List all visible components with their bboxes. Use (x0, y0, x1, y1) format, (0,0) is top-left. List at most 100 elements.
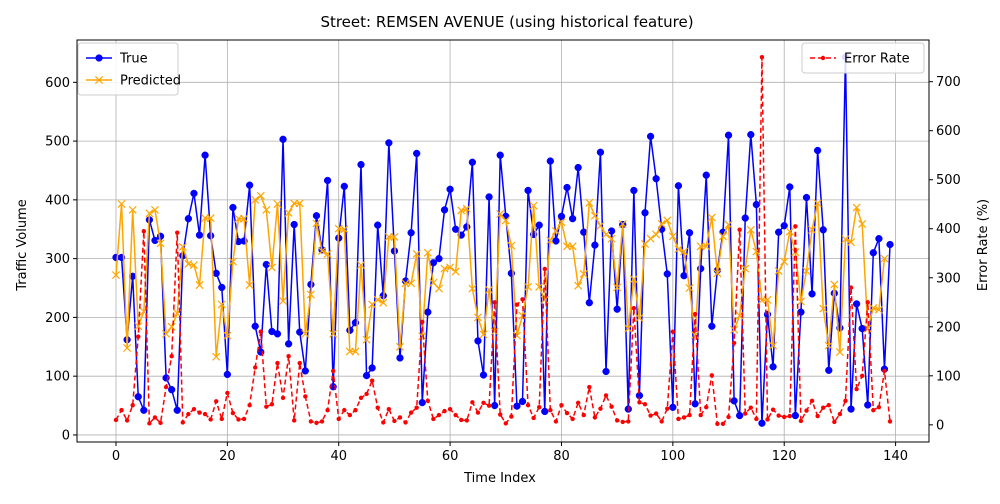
data-point (342, 407, 347, 413)
data-point (802, 193, 811, 202)
data-point (830, 280, 839, 289)
x-marker-stroke (590, 211, 599, 220)
legend-item: True (86, 52, 148, 67)
data-point (563, 183, 571, 192)
data-point (323, 249, 332, 258)
data-point (190, 189, 198, 198)
x-marker-stroke (551, 226, 560, 236)
data-point (251, 322, 259, 330)
data-point (228, 257, 237, 266)
data-point (451, 267, 460, 276)
data-point (173, 406, 181, 414)
data-point (613, 283, 622, 292)
data-point (413, 149, 421, 158)
data-point (635, 313, 644, 323)
x-marker-stroke (663, 216, 672, 225)
x-marker-stroke (446, 263, 455, 272)
data-point (140, 406, 148, 414)
data-point (490, 327, 499, 336)
data-point (546, 157, 554, 165)
data-point (374, 221, 382, 229)
data-point (574, 163, 582, 172)
x-marker-stroke (195, 281, 204, 290)
data-point (724, 220, 733, 229)
data-point (124, 418, 130, 423)
data-point (630, 186, 638, 195)
x-marker-stroke (312, 219, 321, 228)
data-point (681, 415, 687, 420)
data-point (832, 419, 837, 425)
data-point (368, 364, 376, 372)
x-marker-stroke (407, 279, 416, 288)
data-point (464, 418, 470, 423)
data-point (535, 221, 543, 229)
data-point (195, 281, 204, 290)
data-point (240, 214, 249, 223)
x-marker-stroke (251, 195, 260, 204)
x-marker-stroke (568, 242, 577, 251)
data-point (368, 300, 377, 309)
x-marker-stroke (167, 322, 176, 331)
data-point (825, 366, 833, 374)
data-point (743, 411, 748, 416)
data-point (475, 410, 481, 415)
x-marker-stroke (94, 75, 104, 85)
data-point (736, 411, 744, 420)
data-point (741, 214, 749, 222)
legend-swatch-marker (95, 54, 103, 62)
x-marker-stroke (245, 281, 254, 290)
data-point (808, 225, 817, 234)
grid-lines (77, 40, 929, 442)
data-point (490, 401, 499, 410)
data-point (362, 371, 371, 380)
x-marker-stroke (585, 198, 594, 207)
data-point (162, 329, 171, 338)
x-marker-stroke (835, 348, 844, 357)
data-point (786, 183, 794, 191)
x-marker-stroke (574, 281, 583, 290)
data-point (163, 384, 169, 390)
data-point (776, 413, 781, 418)
x-tick-label: 80 (553, 449, 570, 464)
data-point (843, 398, 848, 404)
data-point (452, 225, 460, 233)
x-marker-stroke (741, 264, 750, 273)
data-point (820, 405, 826, 410)
y-tick-label: 300 (45, 252, 70, 267)
data-point (319, 419, 325, 424)
x-marker-stroke (111, 271, 121, 280)
x-marker-stroke (317, 246, 327, 256)
x-marker-stroke (368, 300, 377, 309)
data-point (669, 403, 677, 411)
data-point (340, 225, 349, 234)
x-marker-stroke (724, 220, 733, 229)
data-point (809, 398, 815, 404)
data-point (498, 412, 503, 417)
data-point (726, 414, 731, 420)
data-point (134, 322, 143, 331)
data-point (691, 331, 700, 340)
data-point (245, 281, 254, 290)
data-point (614, 418, 620, 423)
legend-swatch-marker (94, 75, 104, 85)
data-point (184, 215, 193, 223)
x-marker-stroke (134, 322, 143, 331)
x-marker-stroke (490, 327, 499, 336)
data-point (568, 242, 577, 251)
data-point (473, 313, 482, 322)
data-point (813, 199, 822, 208)
data-point (208, 417, 213, 422)
y-tick-label: 200 (45, 311, 70, 326)
x-tick-label: 120 (772, 449, 797, 464)
x-marker-stroke (373, 295, 382, 304)
x-marker-stroke (535, 282, 544, 291)
data-point (759, 54, 765, 60)
data-point (787, 413, 792, 419)
x-tick-label: 140 (883, 449, 908, 464)
x-marker-stroke (880, 254, 889, 263)
data-point (570, 416, 575, 422)
data-point (280, 395, 286, 401)
x-marker-stroke (518, 311, 527, 320)
data-point (229, 203, 237, 212)
